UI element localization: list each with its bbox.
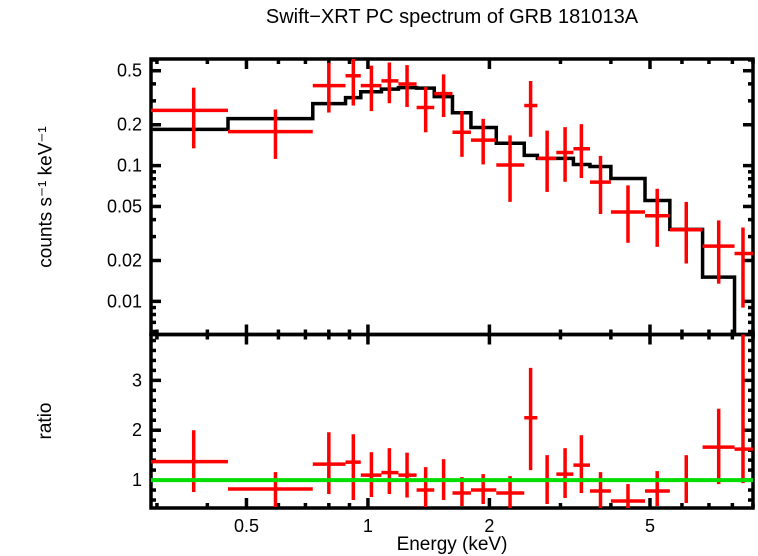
axis-ticks (151, 58, 755, 508)
counts-tick-label: 0.1 (117, 156, 142, 176)
spectrum-data-points (151, 59, 753, 308)
counts-tick-label: 0.05 (107, 196, 142, 216)
energy-axis-label: Energy (keV) (396, 534, 508, 555)
counts-tick-label: 0.5 (117, 61, 142, 81)
ratio-data-points (151, 334, 753, 508)
tick-labels: 0.5 0.2 0.1 0.05 0.02 0.01 1 2 3 0.5 1 2 5 (107, 61, 655, 536)
counts-tick-label: 0.01 (107, 291, 142, 311)
counts-tick-label: 0.02 (107, 250, 142, 270)
ratio-axis-label: ratio (35, 402, 56, 440)
energy-tick-label: 2 (484, 516, 494, 536)
counts-axis-label: counts s⁻¹ keV⁻¹ (35, 126, 57, 268)
model-step-line (151, 85, 737, 335)
plot-frame (149, 57, 755, 510)
ratio-tick-label: 3 (132, 370, 142, 390)
ratio-tick-label: 1 (132, 470, 142, 490)
energy-tick-label: 5 (645, 516, 655, 536)
plot-title: Swift−XRT PC spectrum of GRB 181013A (265, 6, 639, 28)
ratio-tick-label: 2 (132, 420, 142, 440)
energy-tick-label: 1 (363, 516, 373, 536)
counts-tick-label: 0.2 (117, 115, 142, 135)
energy-tick-label: 0.5 (234, 516, 259, 536)
